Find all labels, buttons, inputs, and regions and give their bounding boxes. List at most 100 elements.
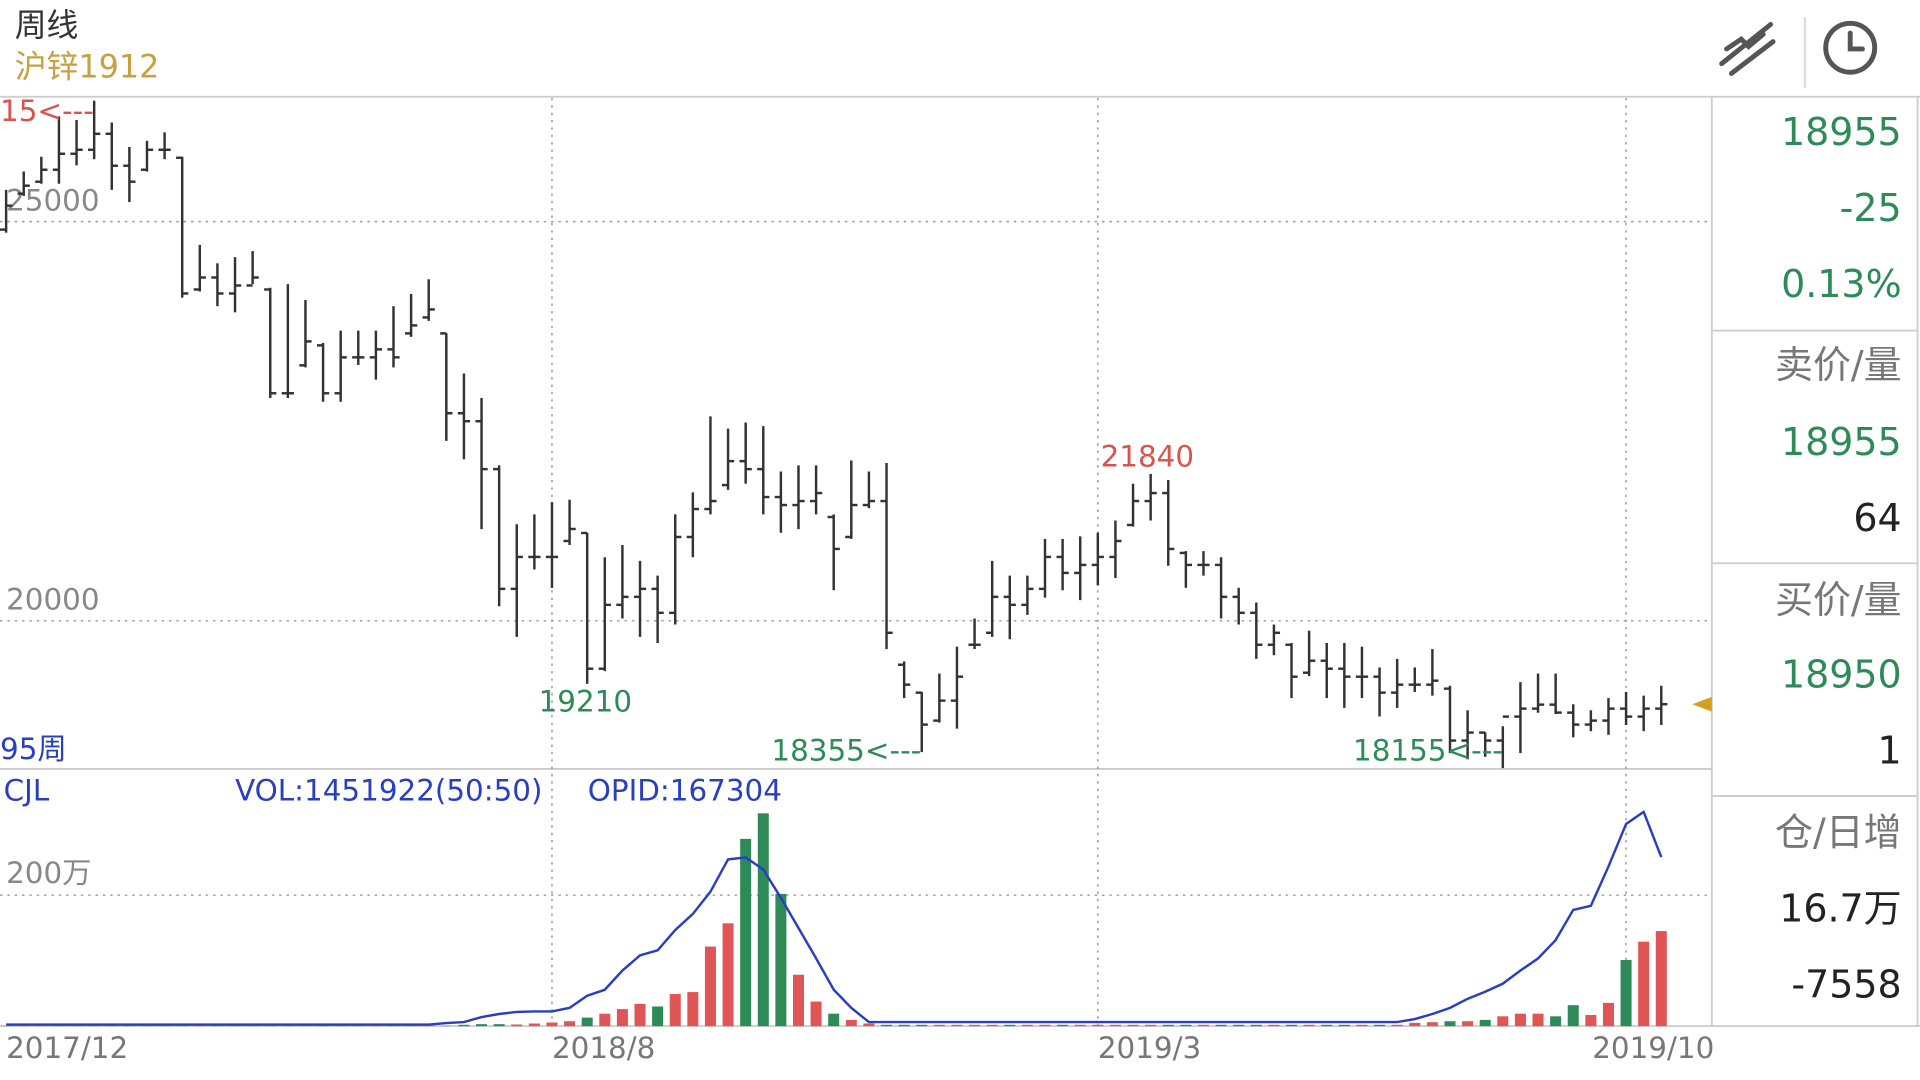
volume-bar <box>881 1024 893 1027</box>
volume-bar <box>1638 941 1650 1027</box>
volume-bar <box>1338 1024 1350 1027</box>
volume-bar <box>599 1013 611 1027</box>
volume-bar <box>634 1003 646 1027</box>
volume-bar <box>986 1024 998 1027</box>
volume-bar <box>1374 1024 1386 1027</box>
volume-label: VOL:1451922(50:50) <box>235 774 542 808</box>
volume-bar <box>951 1024 963 1027</box>
volume-bar <box>1550 1016 1562 1027</box>
volume-bar <box>581 1017 593 1027</box>
price-annotation: 18155<--- <box>1353 733 1503 767</box>
volume-bar <box>1409 1022 1421 1027</box>
y-tick-label: 200万 <box>6 856 91 890</box>
volume-label: CJL <box>4 774 50 808</box>
volume-bar <box>1004 1024 1016 1027</box>
y-tick-label: 20000 <box>6 583 99 617</box>
volume-bar <box>845 1019 857 1027</box>
volume-bar <box>564 1021 576 1027</box>
volume-bar <box>1092 1024 1104 1027</box>
volume-bar <box>1057 1024 1069 1027</box>
drawing-tool-icon[interactable] <box>1719 22 1776 76</box>
ask-volume: 64 <box>1853 496 1901 540</box>
volume-bar <box>1109 1024 1121 1027</box>
last-price: 18955 <box>1781 110 1902 154</box>
price-annotation: 15<--- <box>0 94 94 128</box>
bid-price: 18950 <box>1781 653 1902 697</box>
volume-bar <box>1479 1019 1491 1027</box>
change-percent: 0.13% <box>1781 262 1902 306</box>
volume-bar <box>1127 1024 1139 1027</box>
volume-bar <box>722 923 734 1027</box>
volume-bar <box>1655 931 1667 1027</box>
volume-label: OPID:167304 <box>588 774 782 808</box>
volume-bar <box>1356 1024 1368 1027</box>
volume-bar <box>1426 1022 1438 1027</box>
volume-bar <box>757 813 769 1027</box>
x-tick-label: 2017/12 <box>6 1031 128 1065</box>
volume-bar <box>1497 1016 1509 1027</box>
volume-bar <box>546 1022 558 1027</box>
volume-bar <box>1462 1021 1474 1027</box>
volume-bar <box>458 1024 470 1027</box>
volume-bar <box>528 1023 540 1027</box>
volume-bar <box>933 1024 945 1027</box>
volume-bar <box>1567 1005 1579 1027</box>
volume-bar <box>1039 1024 1051 1027</box>
price-change: -25 <box>1840 186 1902 230</box>
x-tick-label: 2019/10 <box>1592 1031 1714 1065</box>
volume-bar <box>1233 1024 1245 1027</box>
volume-bar <box>511 1024 523 1027</box>
volume-bar <box>704 946 716 1027</box>
volume-bar <box>1250 1024 1262 1027</box>
volume-bar <box>1215 1024 1227 1027</box>
volume-bar <box>792 974 804 1027</box>
price-annotation: 21840 <box>1101 439 1194 473</box>
bid-label: 买价/量 <box>1775 578 1902 622</box>
oi-change: -7558 <box>1791 962 1901 1006</box>
price-annotation: 19210 <box>539 684 632 718</box>
ask-label: 卖价/量 <box>1775 343 1902 387</box>
clock-icon[interactable] <box>1823 20 1878 75</box>
volume-bar <box>916 1024 928 1027</box>
volume-bar <box>898 1024 910 1027</box>
volume-bar <box>740 838 752 1027</box>
volume-bar <box>1303 1024 1315 1027</box>
volume-bar <box>1602 1002 1614 1027</box>
volume-bar <box>1532 1013 1544 1027</box>
oi-label: 仓/日增 <box>1775 811 1902 855</box>
period-title: 周线 <box>15 6 79 44</box>
volume-bar <box>775 893 787 1027</box>
volume-bar <box>1585 1014 1597 1027</box>
volume-bar <box>1180 1024 1192 1027</box>
volume-bar <box>1514 1013 1526 1027</box>
volume-bar <box>616 1009 628 1027</box>
bid-volume: 1 <box>1877 729 1901 773</box>
y-tick-label: 25000 <box>6 184 99 218</box>
period-count: 95周 <box>0 732 67 766</box>
volume-bar <box>493 1024 505 1027</box>
volume-bar <box>828 1013 840 1027</box>
volume-bar <box>1197 1024 1209 1027</box>
x-tick-label: 2019/3 <box>1098 1031 1201 1065</box>
volume-bar <box>1286 1024 1298 1027</box>
open-interest-line <box>6 809 1663 1026</box>
volume-bar <box>863 1023 875 1027</box>
volume-bar <box>1620 959 1632 1027</box>
x-tick-label: 2018/8 <box>552 1031 655 1065</box>
volume-bar <box>1391 1024 1403 1027</box>
symbol-title: 沪锌1912 <box>15 48 160 86</box>
volume-bar <box>1021 1024 1033 1027</box>
volume-bar <box>969 1024 981 1027</box>
last-price-marker <box>1692 696 1712 712</box>
volume-bar <box>810 1001 822 1027</box>
volume-bar <box>687 992 699 1027</box>
volume-bar <box>1321 1024 1333 1027</box>
price-annotation: 18355<--- <box>771 733 921 767</box>
volume-bar <box>1444 1021 1456 1027</box>
volume-bar <box>1145 1024 1157 1027</box>
volume-bar <box>476 1024 488 1027</box>
volume-bar <box>669 994 681 1027</box>
